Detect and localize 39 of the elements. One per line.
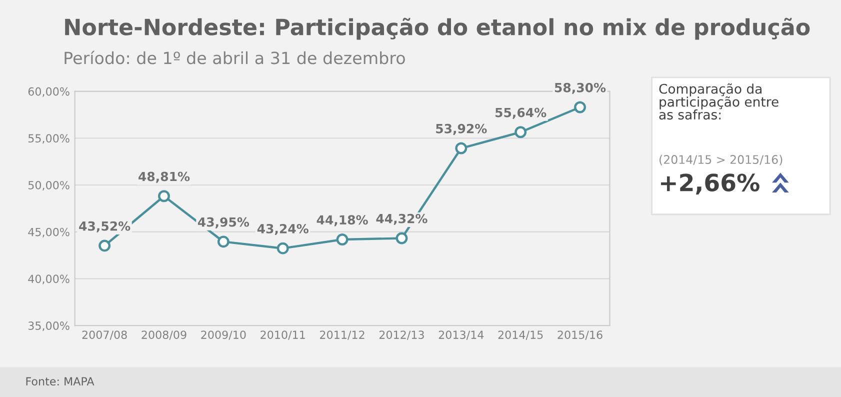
x-tick-label: 2010/11 xyxy=(260,330,305,340)
x-tick-label: 2014/15 xyxy=(498,330,543,340)
x-tick-label: 2012/13 xyxy=(379,330,424,340)
y-tick-label: 55,00% xyxy=(28,134,70,144)
y-tick-label: 35,00% xyxy=(28,322,70,332)
point xyxy=(276,242,289,254)
text: +2,66% xyxy=(661,174,760,194)
data-label: 55,64% xyxy=(496,108,546,119)
data-label: 53,92% xyxy=(436,124,487,135)
point xyxy=(396,232,408,244)
source-note: Fonte: MAPA xyxy=(26,377,94,386)
y-tick-label: 60,00% xyxy=(28,87,70,97)
data-label: 48,81% xyxy=(138,172,190,183)
x-tick-label: 2011/12 xyxy=(320,330,364,340)
data-label: 43,24% xyxy=(257,224,308,236)
y-tick-label: 45,00% xyxy=(28,228,70,238)
point xyxy=(98,240,111,252)
data-label: 44,32% xyxy=(376,214,428,225)
point xyxy=(455,142,468,154)
data-label: 58,30% xyxy=(554,82,606,94)
text: Comparação da participação entre as safras: xyxy=(659,83,778,120)
point xyxy=(514,126,527,138)
x-tick-label: 2007/08 xyxy=(82,330,127,340)
x-tick-label: 2013/14 xyxy=(438,330,484,340)
x-tick-label: 2015/16 xyxy=(558,330,602,340)
y-tick-label: 50,00% xyxy=(28,180,70,191)
x-tick-label: 2009/10 xyxy=(201,330,246,340)
data-label: 43,52% xyxy=(79,221,130,232)
y-tick-label: 40,00% xyxy=(28,274,70,284)
data-label: 43,95% xyxy=(198,217,250,228)
point xyxy=(217,236,230,248)
chart-title: Norte-Nordeste: Participação do etanol no mix de produção xyxy=(65,18,810,40)
point xyxy=(574,101,586,114)
chart-subtitle: Período: de 1º de abril a 31 de dezembro xyxy=(64,50,405,64)
x-tick-label: 2008/09 xyxy=(142,330,186,340)
point xyxy=(158,190,170,202)
data-label: 44,18% xyxy=(316,215,368,226)
text: (2014/15 > 2015/16) xyxy=(660,154,782,166)
point xyxy=(336,234,348,246)
